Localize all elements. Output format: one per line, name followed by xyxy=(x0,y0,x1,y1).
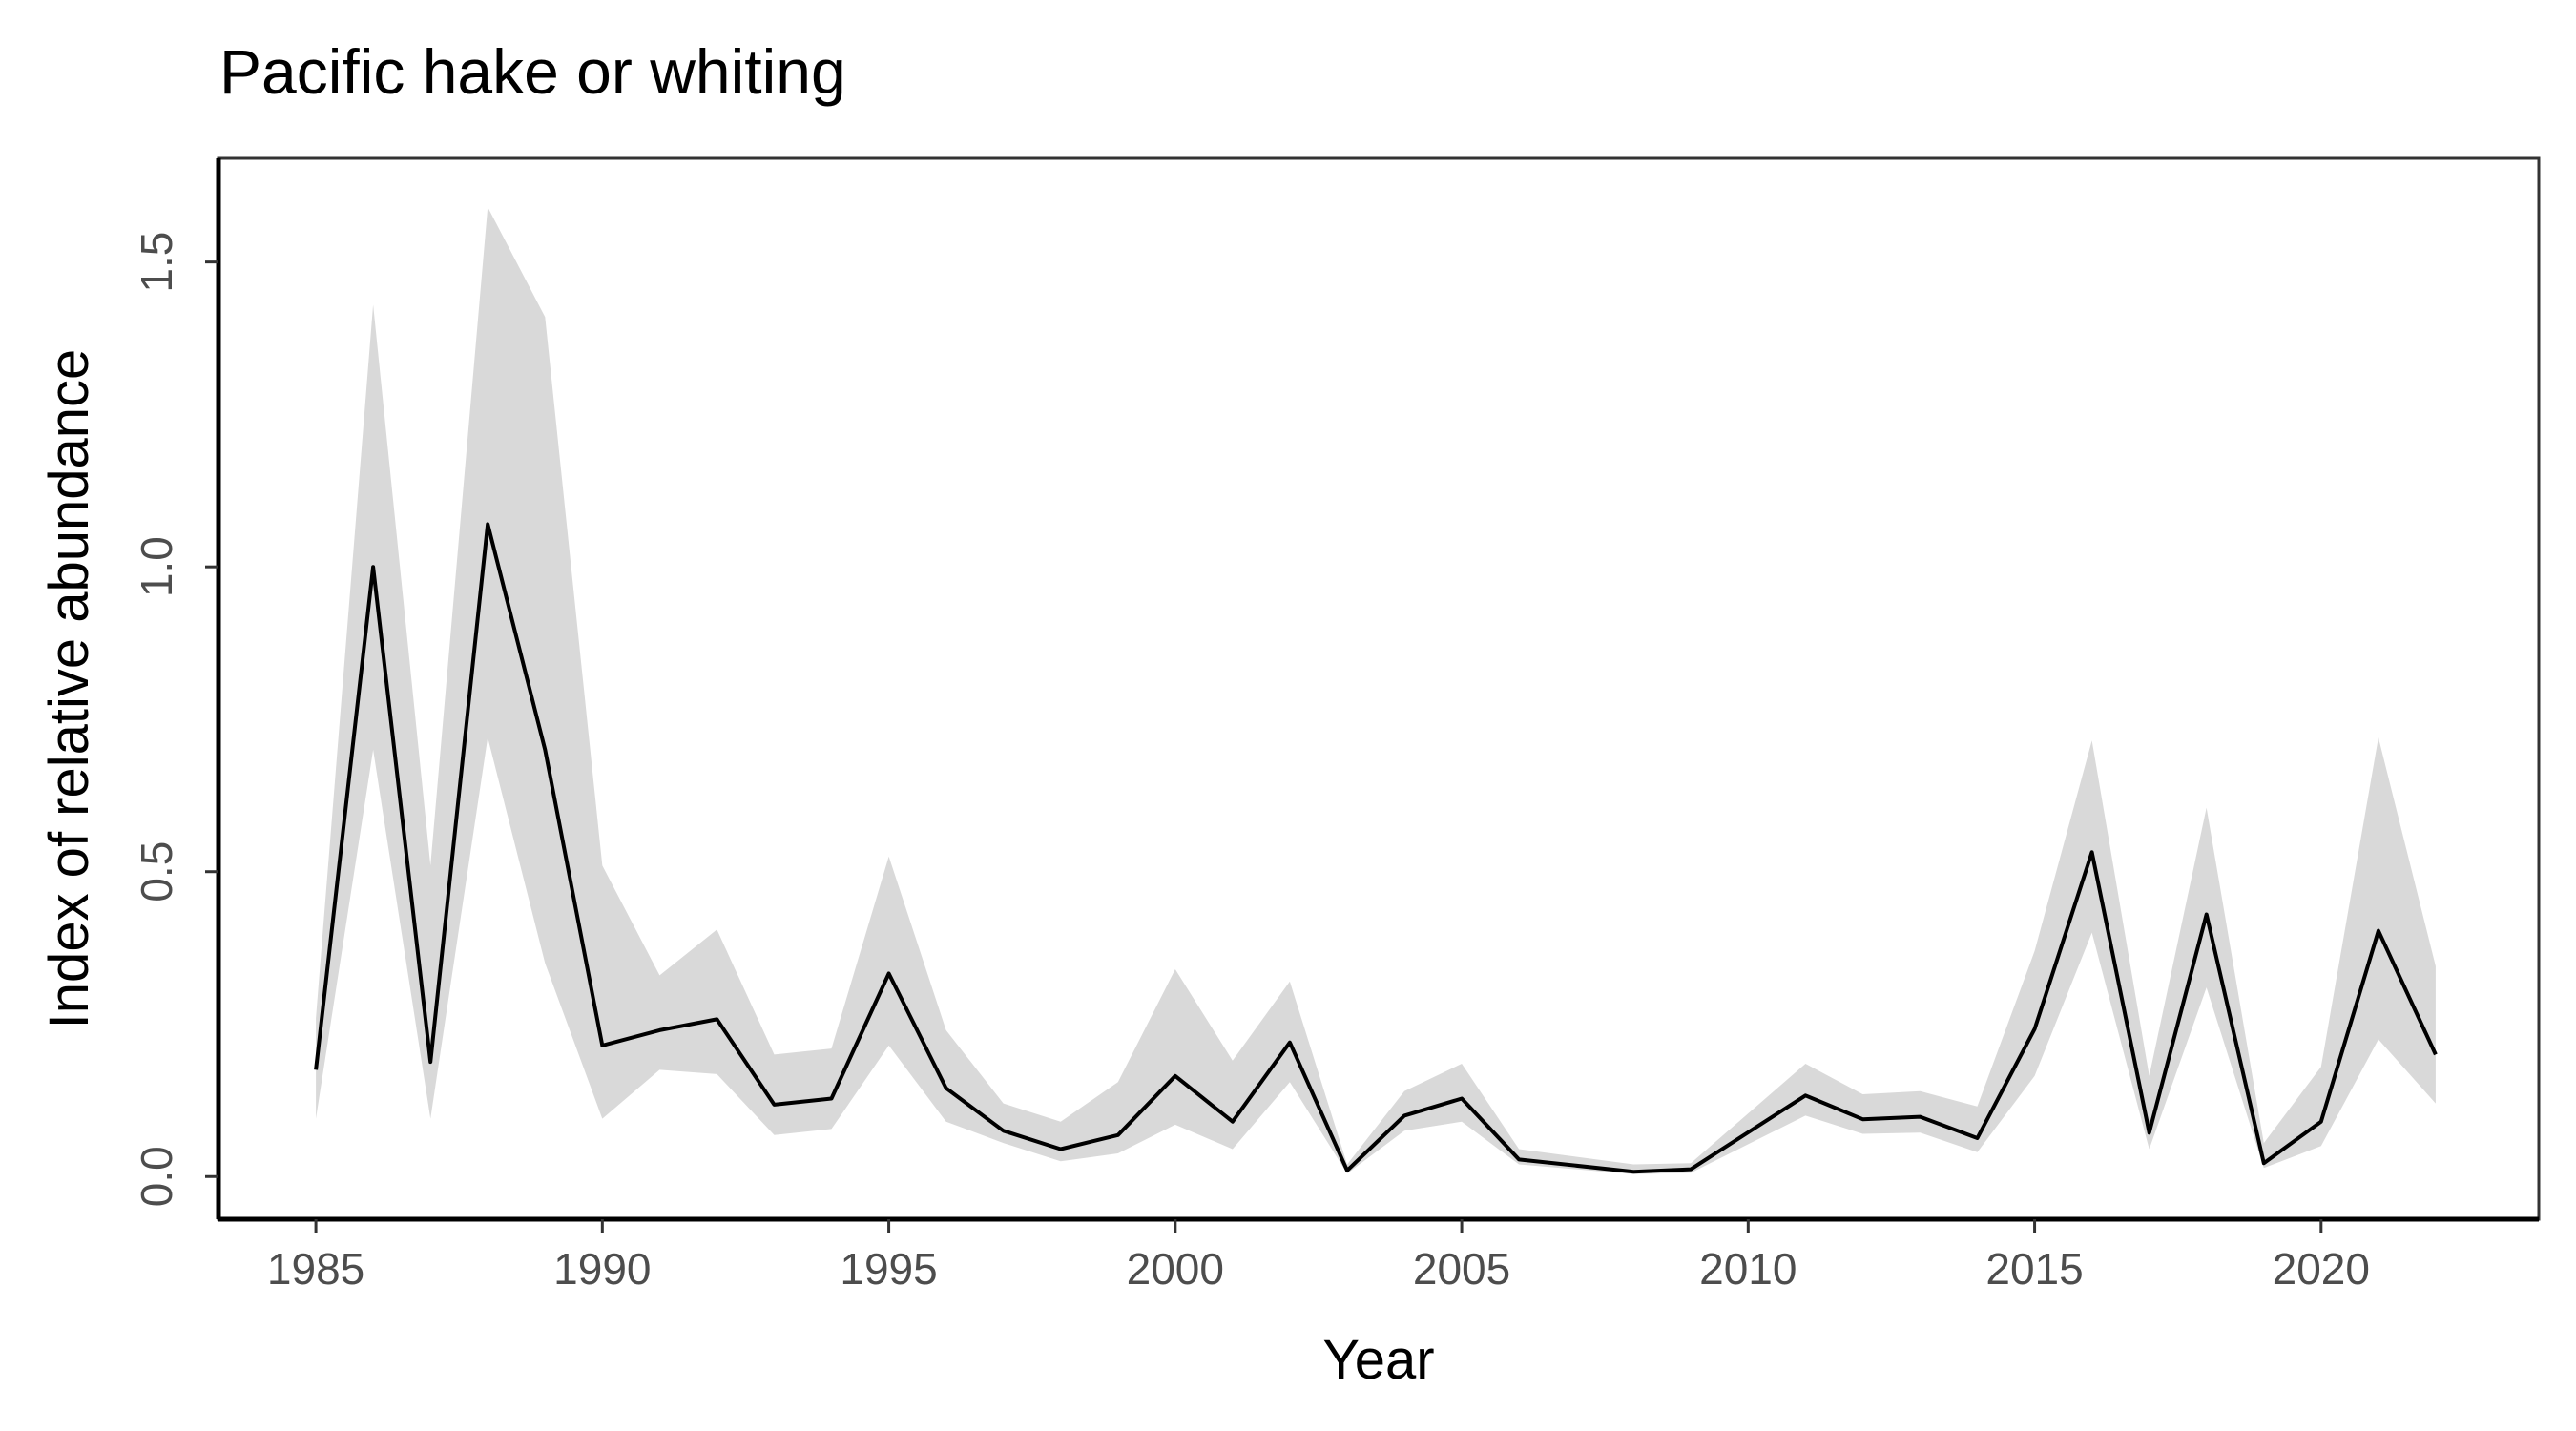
index-line xyxy=(314,522,2438,1174)
x-tick-label: 1995 xyxy=(840,1244,937,1294)
x-tick-label: 2000 xyxy=(1127,1244,1224,1294)
x-tick-label: 1985 xyxy=(267,1244,364,1294)
x-tick-label: 2010 xyxy=(1699,1244,1797,1294)
x-axis-title: Year xyxy=(1322,1329,1434,1391)
x-axis-ticks: 1985 1990 1995 2000 2005 2010 2015 2020 xyxy=(267,1219,2370,1294)
y-tick-label: 1.0 xyxy=(132,536,181,597)
y-tick-label: 0.5 xyxy=(132,841,181,902)
chart-title: Pacific hake or whiting xyxy=(219,36,846,107)
index-line-layer xyxy=(314,522,2438,1174)
confidence-band-layer xyxy=(316,207,2436,1174)
x-tick-label: 1990 xyxy=(553,1244,651,1294)
confidence-band xyxy=(316,207,2436,1174)
y-tick-label: 0.0 xyxy=(132,1146,181,1207)
x-tick-label: 2015 xyxy=(1985,1244,2083,1294)
y-axis-title: Index of relative abundance xyxy=(38,349,100,1029)
x-tick-label: 2005 xyxy=(1413,1244,1510,1294)
x-tick-label: 2020 xyxy=(2273,1244,2370,1294)
y-tick-label: 1.5 xyxy=(132,232,181,293)
y-axis-ticks: 0.0 0.5 1.0 1.5 xyxy=(132,232,218,1207)
